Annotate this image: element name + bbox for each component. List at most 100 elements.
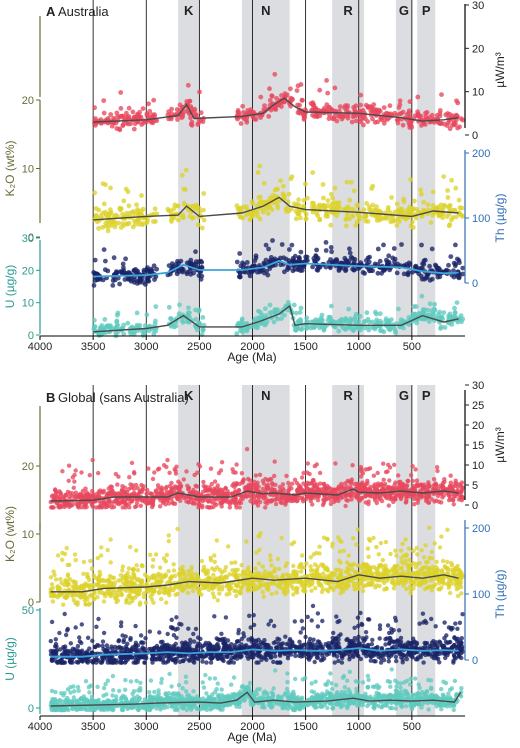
k2o-data-point bbox=[181, 570, 186, 575]
shaded-band-g bbox=[395, 385, 412, 716]
heat-data-point bbox=[249, 486, 255, 491]
heat-data-point bbox=[150, 476, 156, 482]
k2o-data-point bbox=[131, 566, 136, 572]
k2o-data-point bbox=[282, 193, 287, 199]
k2o-data-point bbox=[303, 216, 309, 222]
k2o-data-point bbox=[418, 583, 424, 588]
heat-axis-title: µW/m³ bbox=[493, 52, 507, 88]
k2o-data-point bbox=[393, 548, 398, 553]
th-data-point bbox=[381, 242, 386, 248]
k2o-data-point bbox=[245, 567, 251, 572]
th-data-point bbox=[101, 247, 107, 253]
panel-a-title: Australia bbox=[58, 4, 109, 19]
heat-data-point bbox=[212, 479, 218, 484]
th-data-point bbox=[429, 276, 435, 282]
heat-data-point bbox=[437, 113, 443, 119]
u-data-point bbox=[298, 305, 304, 311]
heat-data-point bbox=[134, 504, 139, 509]
k2o-data-point bbox=[98, 572, 103, 577]
k2o-data-point bbox=[348, 179, 354, 185]
k2o-data-point bbox=[336, 535, 341, 540]
heat-data-point bbox=[192, 472, 197, 478]
band-label-g: G bbox=[399, 388, 409, 403]
k2o-data-point bbox=[81, 559, 87, 565]
th-data-point bbox=[399, 242, 404, 247]
th-data-point bbox=[315, 267, 321, 273]
k2o-data-point bbox=[131, 209, 137, 215]
heat-data-point bbox=[273, 501, 279, 507]
k2o-data-point bbox=[298, 215, 303, 221]
k2o-data-point bbox=[121, 223, 127, 229]
heat-data-point bbox=[194, 484, 200, 489]
k2o-data-point bbox=[353, 570, 358, 576]
k2o-data-point bbox=[123, 186, 129, 192]
heat-data-point bbox=[387, 478, 392, 483]
heat-data-point bbox=[432, 482, 438, 487]
k2o-data-point bbox=[347, 197, 353, 203]
th-data-point bbox=[167, 271, 173, 277]
k2o-data-point bbox=[176, 585, 181, 590]
k2o-data-point bbox=[156, 589, 162, 595]
k2o-data-point bbox=[158, 565, 163, 570]
th-data-point bbox=[289, 242, 295, 248]
k2o-data-point bbox=[446, 223, 452, 229]
heat-data-point bbox=[439, 92, 444, 97]
heat-data-point bbox=[402, 491, 407, 497]
k2o-data-point bbox=[291, 592, 296, 597]
k2o-data-point bbox=[310, 170, 316, 176]
x-tick-label: 1500 bbox=[293, 341, 317, 353]
band-label-p: P bbox=[422, 388, 431, 403]
k2o-data-point bbox=[223, 565, 229, 570]
k2o-data-point bbox=[291, 563, 296, 569]
heat-data-point bbox=[155, 467, 161, 472]
k2o-data-point bbox=[449, 560, 454, 566]
k2o-data-point bbox=[293, 216, 299, 222]
th-data-point bbox=[456, 258, 462, 263]
k2o-data-point bbox=[183, 167, 189, 173]
k2o-data-point bbox=[363, 213, 369, 219]
th-data-point bbox=[131, 268, 137, 273]
k2o-data-point bbox=[77, 585, 82, 591]
k2o-data-point bbox=[417, 561, 422, 566]
u-data-point bbox=[347, 324, 352, 330]
k2o-data-point bbox=[382, 580, 387, 586]
heat-data-point bbox=[344, 105, 350, 110]
heat-data-point bbox=[245, 108, 251, 113]
u-data-point bbox=[128, 331, 134, 336]
heat-data-point bbox=[258, 94, 264, 100]
heat-data-point bbox=[269, 93, 275, 99]
heat-data-point bbox=[116, 474, 121, 479]
u-data-point bbox=[317, 325, 322, 331]
k2o-data-point bbox=[262, 569, 268, 574]
u-data-point bbox=[327, 314, 333, 320]
heat-data-point bbox=[289, 96, 295, 102]
k2o-data-point bbox=[412, 198, 417, 204]
th-data-point bbox=[367, 254, 372, 260]
heat-data-point bbox=[386, 111, 392, 117]
heat-data-point bbox=[438, 483, 443, 488]
heat-data-point bbox=[294, 480, 300, 486]
th-data-point bbox=[375, 246, 381, 252]
k2o-data-point bbox=[459, 205, 465, 211]
k2o-data-point bbox=[328, 222, 334, 228]
heat-data-point bbox=[131, 126, 137, 132]
th-data-point bbox=[279, 242, 285, 247]
heat-data-point bbox=[314, 462, 319, 467]
k2o-data-point bbox=[349, 213, 355, 219]
th-data-point bbox=[117, 281, 122, 287]
heat-data-point bbox=[257, 472, 263, 477]
heat-data-point bbox=[48, 505, 54, 510]
k2o-data-point bbox=[297, 562, 303, 568]
k2o-data-point bbox=[408, 223, 414, 229]
k2o-data-point bbox=[365, 219, 371, 224]
heat-data-point bbox=[392, 496, 398, 501]
k2o-data-point bbox=[325, 568, 331, 573]
k2o-data-point bbox=[125, 570, 130, 576]
k2o-data-point bbox=[344, 179, 350, 185]
heat-data-point bbox=[272, 71, 278, 77]
k2o-data-point bbox=[179, 172, 185, 178]
k2o-data-point bbox=[407, 204, 413, 210]
k2o-data-point bbox=[124, 597, 129, 602]
th-data-point bbox=[419, 276, 425, 282]
th-data-point bbox=[314, 247, 319, 253]
